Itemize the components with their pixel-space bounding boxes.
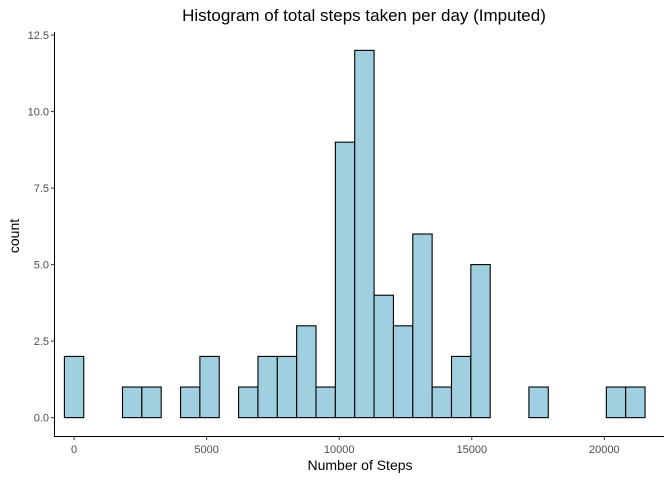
histogram-bar: [625, 386, 646, 419]
x-tick-label: 10000: [324, 444, 355, 456]
histogram-bar: [257, 355, 278, 419]
histogram-bar: [392, 325, 414, 419]
histogram-bar: [179, 386, 201, 419]
y-axis-ticks: 0.0 2.5 5.0 7.5 10.0 12.5: [28, 30, 55, 425]
histogram-bar: [450, 355, 472, 419]
histogram-bar: [121, 386, 143, 419]
histogram-bar: [373, 294, 394, 419]
histogram-bar: [141, 386, 162, 419]
histogram-bar: [63, 355, 85, 419]
histogram-bar: [431, 386, 453, 419]
histogram-bar: [315, 386, 336, 419]
histogram-bar: [354, 49, 375, 419]
histogram-bar: [412, 233, 433, 419]
bars-group: [63, 49, 646, 419]
x-axis-title: Number of Steps: [307, 457, 412, 473]
histogram-bar: [199, 355, 220, 419]
x-tick-label: 15000: [456, 444, 487, 456]
y-tick-label: 10.0: [28, 107, 49, 119]
y-tick-label: 0.0: [34, 413, 49, 425]
histogram-bar: [238, 386, 259, 419]
y-tick-label: 5.0: [34, 260, 49, 272]
x-tick-label: 20000: [589, 444, 620, 456]
histogram-bar: [276, 355, 298, 419]
y-tick-label: 7.5: [34, 183, 49, 195]
histogram-bar: [470, 264, 491, 419]
histogram-bar: [528, 386, 549, 419]
y-tick-label: 2.5: [34, 336, 49, 348]
x-tick-label: 5000: [194, 444, 218, 456]
x-tick-label: 0: [71, 444, 77, 456]
x-axis-ticks: 0 5000 10000 15000 20000: [71, 436, 620, 456]
histogram-bar: [334, 141, 356, 419]
y-axis-title: count: [6, 219, 22, 253]
chart-title: Histogram of total steps taken per day (…: [182, 6, 546, 25]
histogram-bar: [605, 386, 627, 419]
histogram-bar: [296, 325, 317, 419]
y-tick-label: 12.5: [28, 30, 49, 42]
